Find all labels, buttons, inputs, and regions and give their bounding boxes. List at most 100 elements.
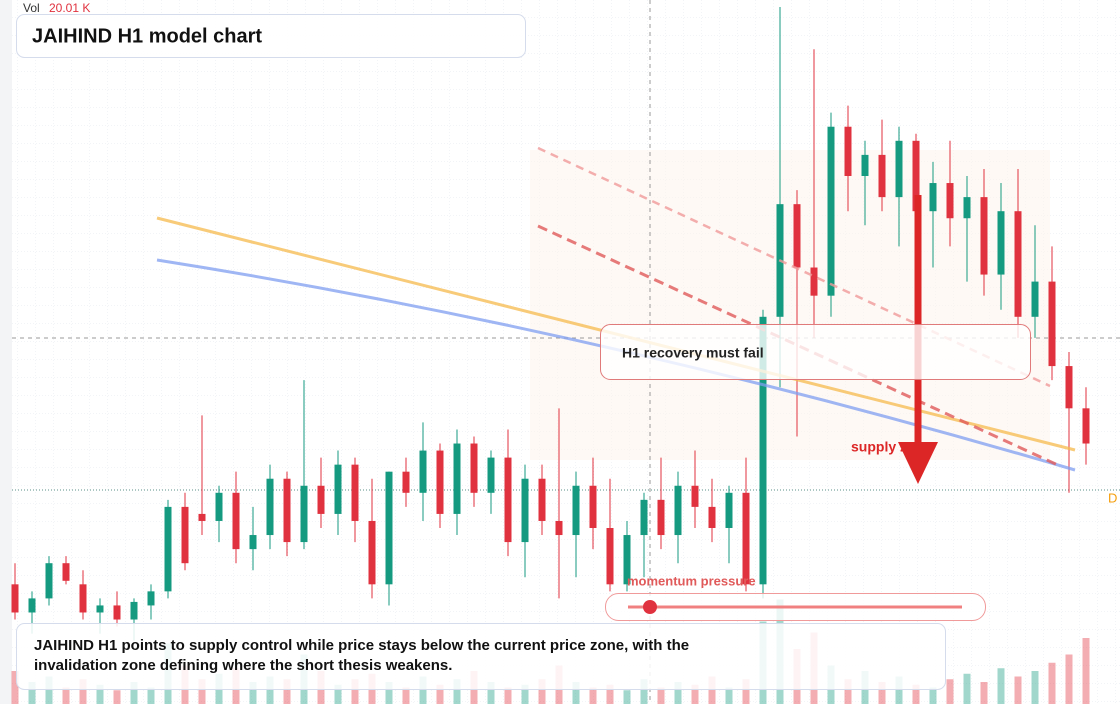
volume-bar	[538, 679, 546, 704]
candle-body	[708, 506, 716, 528]
candle-body	[266, 478, 274, 536]
volume-bar	[198, 679, 206, 704]
candle-body	[606, 528, 614, 585]
candle-body	[62, 563, 70, 581]
candle-body	[453, 443, 461, 514]
candle-body	[300, 485, 308, 543]
description: JAIHIND H1 points to supply control whil…	[34, 637, 690, 674]
volume-bar	[725, 687, 733, 704]
volume-bar	[351, 679, 359, 704]
volume-bar	[844, 679, 852, 704]
candle-body	[11, 584, 19, 613]
candle-body	[436, 450, 444, 514]
candle-body	[963, 197, 971, 219]
candle-layer	[11, 7, 1090, 641]
volume-bar	[946, 679, 954, 704]
candle-body	[793, 204, 801, 268]
candle-body	[946, 183, 954, 219]
arrow-head	[898, 442, 938, 484]
volume-bar	[504, 687, 512, 704]
volume-bar	[436, 684, 444, 704]
zone-label: supply zone	[851, 439, 932, 455]
candle-body	[725, 492, 733, 528]
volume-bar	[385, 682, 393, 704]
candle-body	[691, 485, 699, 507]
volume-bar	[28, 682, 36, 704]
volume-bar	[266, 676, 274, 704]
volume-bar	[453, 679, 461, 704]
left-edge	[0, 0, 12, 704]
candle-body	[215, 492, 223, 521]
candle-body	[164, 506, 172, 592]
candle-body	[1031, 281, 1039, 317]
volume-bar	[249, 682, 257, 704]
volume-bar	[980, 682, 988, 704]
vol-value: 20.01 K	[49, 1, 90, 15]
candle-body	[895, 140, 903, 198]
candle-body	[351, 464, 359, 521]
candle-body	[521, 478, 529, 543]
volume-bar	[521, 684, 529, 704]
candle-body	[470, 443, 478, 493]
callout-box	[600, 324, 1031, 380]
candle-body	[130, 601, 138, 620]
candle-body	[657, 499, 665, 536]
candle-body	[878, 154, 886, 198]
volume-bar	[589, 687, 597, 704]
momentum-label: momentum pressure	[627, 573, 756, 588]
candle-body	[419, 450, 427, 493]
candle-body	[385, 471, 393, 585]
candle-body	[759, 316, 767, 585]
candle-body	[861, 154, 869, 176]
volume-bar	[640, 679, 648, 704]
candle-body	[844, 126, 852, 176]
candle-body	[45, 563, 53, 599]
candle-body	[368, 520, 376, 585]
candle-body	[555, 520, 563, 536]
volume-bar	[895, 676, 903, 704]
description-box	[16, 623, 946, 690]
volume-bar	[1048, 662, 1056, 704]
volume-bar	[878, 682, 886, 704]
description-wrap: JAIHIND H1 points to supply control whil…	[34, 637, 690, 674]
candle-body	[640, 499, 648, 536]
volume-bar	[147, 687, 155, 704]
candle-body	[929, 183, 937, 212]
candle-body	[334, 464, 342, 514]
candle-body	[742, 492, 750, 585]
volume-bar	[334, 684, 342, 704]
volume-bar	[674, 682, 682, 704]
candle-body	[487, 457, 495, 493]
candle-body	[980, 197, 988, 275]
volume-bar	[708, 676, 716, 704]
volume-bar	[1082, 638, 1090, 704]
volume-bar	[1031, 671, 1039, 704]
candle-body	[1014, 211, 1022, 317]
candle-body	[28, 598, 36, 613]
volume-bar	[963, 673, 971, 704]
candle-body	[147, 591, 155, 606]
volume-bar	[657, 687, 665, 704]
candle-body	[997, 211, 1005, 275]
candle-body	[912, 140, 920, 212]
trend-line	[537, 146, 1051, 388]
price-tag: D	[1108, 490, 1117, 505]
candle-body	[198, 513, 206, 521]
volume-bar	[912, 684, 920, 704]
title-box	[16, 14, 526, 58]
volume-bar	[113, 690, 121, 704]
candle-body	[810, 267, 818, 296]
volume-bar	[929, 687, 937, 704]
volume-bar	[997, 668, 1005, 704]
candle-body	[181, 506, 189, 564]
candle-body	[572, 485, 580, 536]
candle-body	[1048, 281, 1056, 367]
slider-knob	[643, 600, 657, 614]
volume-bar	[691, 684, 699, 704]
volume-bar	[1014, 676, 1022, 704]
candle-body	[504, 457, 512, 543]
volume-bar	[742, 679, 750, 704]
candle-body	[113, 605, 121, 620]
volume-bar	[79, 679, 87, 704]
